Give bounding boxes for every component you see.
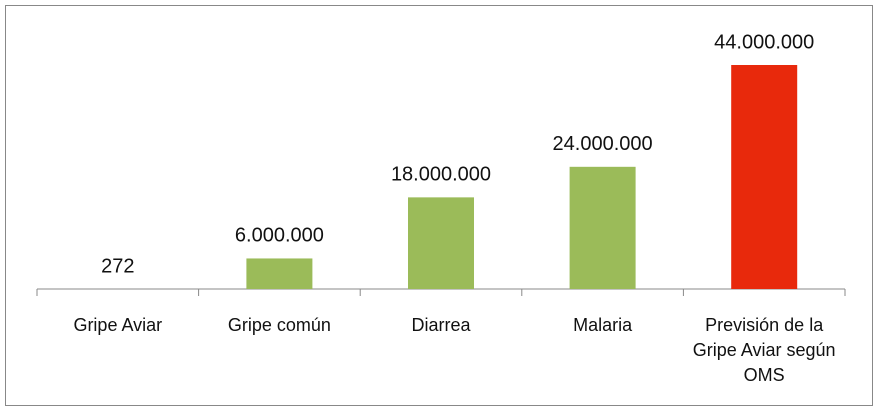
x-tick-label: Previsión de la Gripe Aviar según OMS — [689, 313, 839, 388]
bar — [408, 197, 474, 289]
value-label: 272 — [101, 255, 134, 277]
bar — [246, 258, 312, 289]
value-label: 44.000.000 — [714, 31, 814, 53]
value-label: 24.000.000 — [553, 133, 653, 155]
page: 272 6.000.000 18.000.000 24.000.000 44.000.0… — [0, 0, 880, 412]
bar — [570, 167, 636, 289]
x-tick-label: Malaria — [528, 313, 678, 338]
bar — [731, 65, 797, 289]
x-tick-label: Diarrea — [366, 313, 516, 338]
value-label: 18.000.000 — [391, 164, 491, 186]
value-label: 6.000.000 — [235, 225, 324, 247]
x-tick-label: Gripe Aviar — [43, 313, 193, 338]
x-tick-label: Gripe común — [204, 313, 354, 338]
